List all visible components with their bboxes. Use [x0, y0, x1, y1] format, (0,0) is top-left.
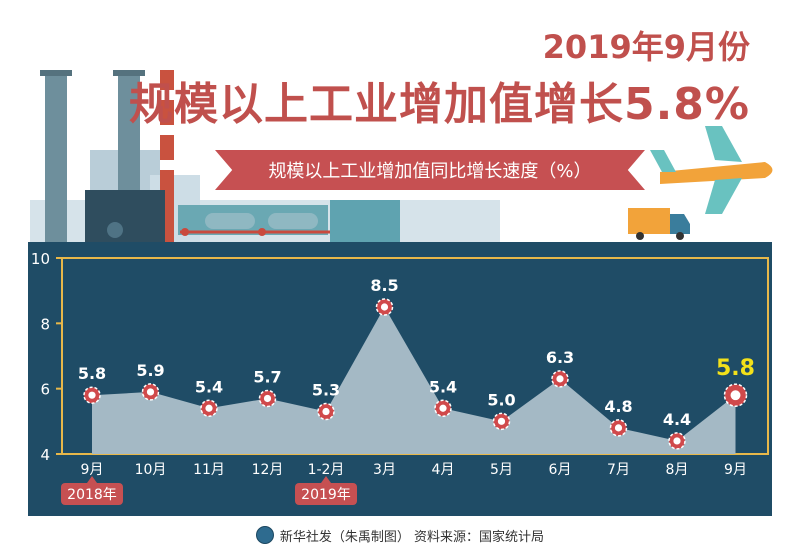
- data-point-hole: [556, 375, 564, 383]
- data-label: 4.4: [663, 410, 691, 429]
- data-point-hole: [205, 404, 213, 412]
- year-tag-label: 2018年: [67, 487, 117, 503]
- x-tick-label: 7月: [607, 462, 630, 478]
- truck-icon: [628, 208, 690, 240]
- x-tick-label: 12月: [252, 462, 284, 478]
- x-tick-label: 5月: [490, 462, 513, 478]
- footer-text: 新华社发（朱禹制图） 资料来源：国家统计局: [279, 529, 545, 545]
- data-point-hole: [614, 424, 623, 432]
- x-tick-label: 1-2月: [308, 462, 345, 478]
- data-point-hole: [497, 417, 506, 425]
- year-tag-pointer: [321, 476, 331, 483]
- data-point-hole: [439, 404, 447, 412]
- banner-label: 规模以上工业增加值同比增长速度（%）: [268, 161, 592, 182]
- data-label: 5.4: [429, 377, 457, 396]
- year-tag-box: [295, 483, 357, 505]
- x-tick-label: 9月: [724, 462, 747, 478]
- y-tick-label: 8: [40, 315, 50, 333]
- data-label: 4.8: [604, 397, 632, 416]
- data-label: 5.4: [195, 377, 223, 396]
- data-label: 5.7: [253, 367, 281, 386]
- data-point-hole: [146, 388, 155, 396]
- y-tick-label: 4: [40, 446, 50, 464]
- data-point-hole: [380, 303, 389, 311]
- data-label: 5.0: [487, 390, 515, 409]
- x-tick-label: 3月: [373, 462, 396, 478]
- headline-main: 规模以上工业增加值增长5.8%: [128, 79, 750, 130]
- chart-layer: 4 6 8 10 5.8 9月 5.9 10月 5.4 11月 5.7 12月 5.3 1-2月 8.5 3月…: [31, 250, 755, 505]
- data-label: 6.3: [546, 348, 574, 367]
- x-tick-label: 4月: [432, 462, 455, 478]
- data-label: 5.8: [78, 364, 106, 383]
- x-tick-label: 6月: [549, 462, 572, 478]
- x-tick-label: 9月: [81, 462, 104, 478]
- data-point-hole: [88, 391, 96, 399]
- xinhua-logo-icon: [255, 526, 274, 544]
- data-label: 5.9: [136, 361, 164, 380]
- data-point-hole: [673, 437, 681, 445]
- data-point-hole: [730, 390, 741, 401]
- headline-date: 2019年9月份: [542, 28, 750, 66]
- y-tick-label: 6: [40, 381, 50, 399]
- x-tick-label: 11月: [193, 462, 225, 478]
- chart-title-banner: 规模以上工业增加值同比增长速度（%）: [215, 150, 645, 190]
- data-label: 8.5: [370, 276, 398, 295]
- year-tag-label: 2019年: [301, 487, 351, 503]
- data-point-hole: [263, 394, 272, 403]
- area-series: [92, 307, 736, 454]
- data-label: 5.3: [312, 381, 340, 400]
- footer: 新华社发（朱禹制图） 资料来源：国家统计局: [0, 522, 800, 548]
- x-tick-label: 10月: [135, 462, 167, 478]
- airplane-icon: [650, 126, 773, 214]
- data-point-hole: [322, 407, 330, 416]
- y-tick-label: 10: [31, 250, 50, 268]
- data-label: 5.8: [716, 356, 755, 381]
- year-tag-box: [61, 483, 123, 505]
- year-tag-pointer: [87, 476, 97, 483]
- factory-illustration: [30, 70, 500, 245]
- x-tick-label: 8月: [666, 462, 689, 478]
